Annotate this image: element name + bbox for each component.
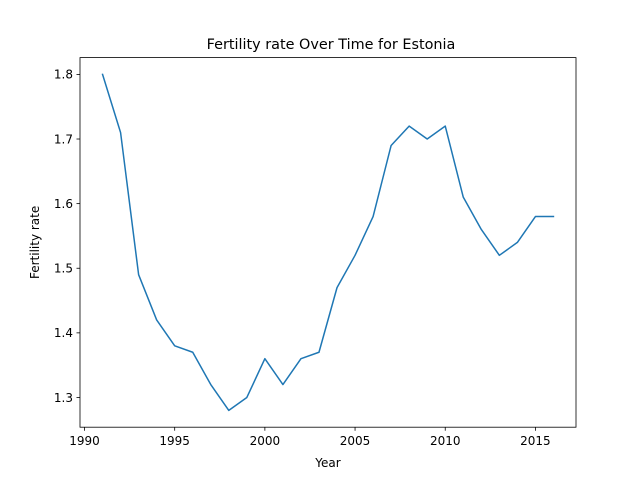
- y-tick-label: 1.4: [54, 326, 73, 340]
- series-line: [101, 73, 555, 412]
- y-tick-label: 1.5: [54, 262, 73, 276]
- plot-area: [101, 73, 555, 412]
- x-tick-label: 1990: [69, 434, 100, 448]
- axes-frame: [79, 57, 577, 428]
- y-axis: 1.3 1.4 1.5 1.6 1.7 1.8: [54, 68, 80, 405]
- chart-title: Fertility rate Over Time for Estonia: [207, 37, 456, 53]
- x-tick-label: 2000: [250, 434, 281, 448]
- x-tick-label: 2005: [340, 434, 371, 448]
- x-tick-label: 2015: [520, 434, 551, 448]
- y-axis-label: Fertility rate: [28, 206, 42, 279]
- y-tick-label: 1.8: [54, 68, 73, 82]
- y-tick-label: 1.3: [54, 391, 73, 405]
- x-tick-label: 2010: [430, 434, 461, 448]
- x-tick-label: 1995: [159, 434, 190, 448]
- y-tick-label: 1.7: [54, 132, 73, 146]
- y-tick-label: 1.6: [54, 197, 73, 211]
- x-axis: 1990 1995 2000 2005 2010 2015: [69, 427, 551, 448]
- x-axis-label: Year: [314, 456, 340, 470]
